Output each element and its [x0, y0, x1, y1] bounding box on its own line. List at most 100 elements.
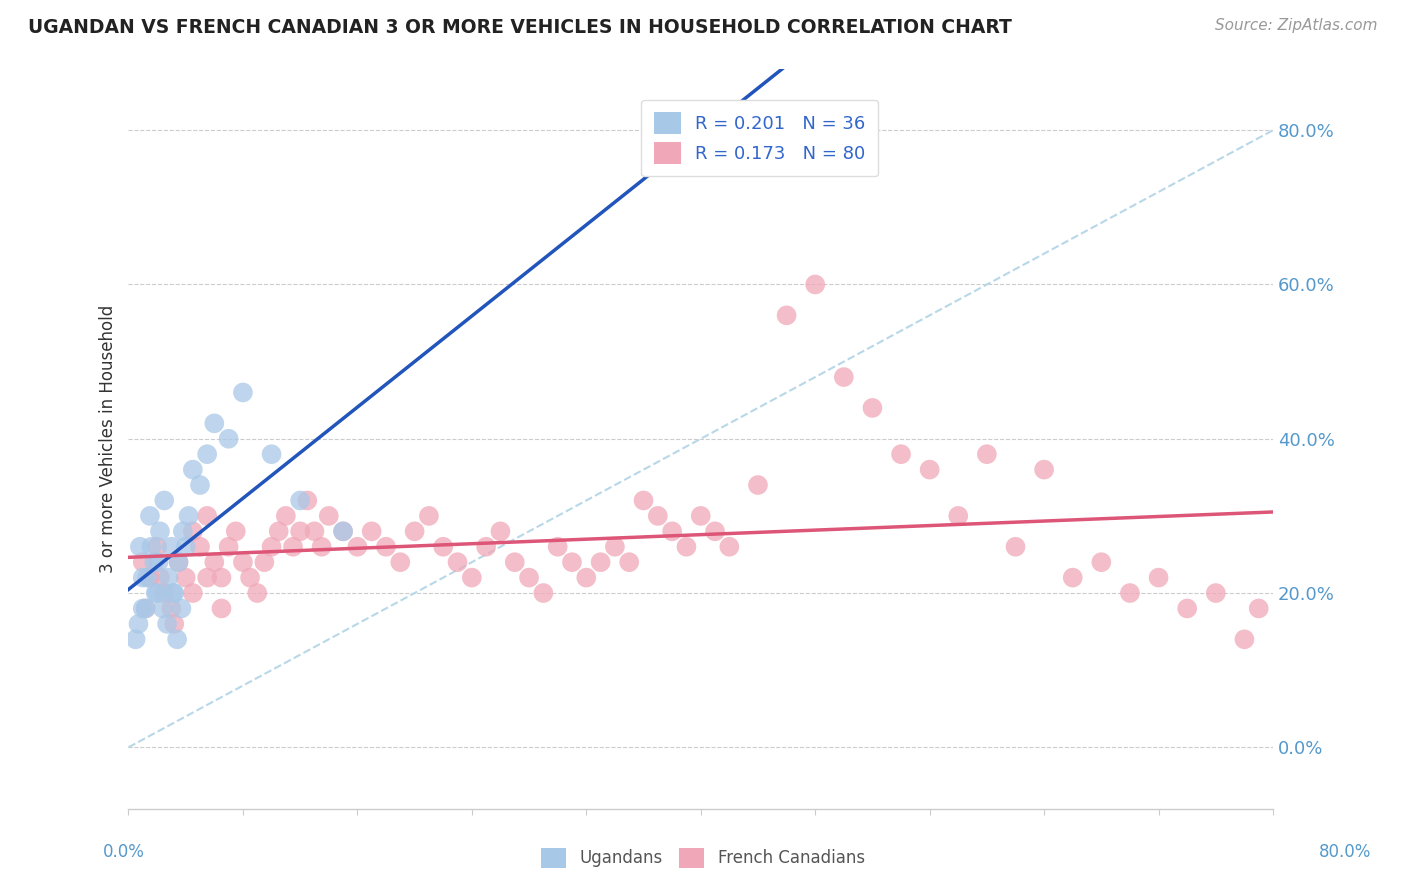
Point [418, 508, 440, 523]
Point [304, 524, 326, 539]
Point [775, 309, 797, 323]
Point [145, 586, 167, 600]
Point [177, 508, 200, 523]
Point [718, 540, 741, 554]
Point [311, 540, 333, 554]
Point [267, 524, 290, 539]
Point [260, 447, 283, 461]
Point [127, 616, 149, 631]
Point [517, 571, 540, 585]
Point [149, 571, 172, 585]
Legend: Ugandans, French Canadians: Ugandans, French Canadians [534, 841, 872, 875]
Point [589, 555, 612, 569]
Point [1247, 601, 1270, 615]
Point [274, 508, 297, 523]
Point [152, 601, 174, 615]
Point [218, 432, 240, 446]
Point [704, 524, 727, 539]
Point [160, 540, 183, 554]
Point [1062, 571, 1084, 585]
Point [1119, 586, 1142, 600]
Point [281, 540, 304, 554]
Point [603, 540, 626, 554]
Point [225, 524, 247, 539]
Point [948, 508, 970, 523]
Point [561, 555, 583, 569]
Point [619, 555, 641, 569]
Point [332, 524, 354, 539]
Point [172, 524, 194, 539]
Point [389, 555, 412, 569]
Point [156, 616, 179, 631]
Point [297, 493, 319, 508]
Point [647, 508, 669, 523]
Point [162, 586, 184, 600]
Point [976, 447, 998, 461]
Point [181, 524, 204, 539]
Point [181, 586, 204, 600]
Point [675, 540, 697, 554]
Text: 80.0%: 80.0% [1319, 843, 1371, 861]
Point [132, 571, 155, 585]
Point [489, 524, 512, 539]
Point [139, 571, 162, 585]
Point [346, 540, 368, 554]
Point [153, 586, 176, 600]
Point [332, 524, 354, 539]
Text: 0.0%: 0.0% [103, 843, 145, 861]
Point [132, 601, 155, 615]
Point [446, 555, 468, 569]
Legend: R = 0.201   N = 36, R = 0.173   N = 80: R = 0.201 N = 36, R = 0.173 N = 80 [641, 100, 879, 177]
Point [1175, 601, 1198, 615]
Point [862, 401, 884, 415]
Point [360, 524, 382, 539]
Point [1004, 540, 1026, 554]
Point [661, 524, 683, 539]
Y-axis label: 3 or more Vehicles in Household: 3 or more Vehicles in Household [100, 305, 117, 573]
Point [129, 540, 152, 554]
Point [139, 508, 162, 523]
Point [132, 555, 155, 569]
Point [375, 540, 398, 554]
Point [575, 571, 598, 585]
Point [832, 370, 855, 384]
Point [1033, 462, 1056, 476]
Point [195, 508, 218, 523]
Point [146, 540, 169, 554]
Point [163, 586, 186, 600]
Point [124, 632, 146, 647]
Point [918, 462, 941, 476]
Point [288, 524, 311, 539]
Point [1205, 586, 1227, 600]
Point [531, 586, 554, 600]
Point [174, 571, 197, 585]
Point [253, 555, 276, 569]
Point [804, 277, 827, 292]
Point [246, 586, 269, 600]
Point [160, 601, 183, 615]
Point [1090, 555, 1112, 569]
Point [163, 616, 186, 631]
Point [195, 571, 218, 585]
Point [135, 601, 157, 615]
Point [747, 478, 769, 492]
Point [143, 555, 166, 569]
Point [689, 508, 711, 523]
Point [318, 508, 340, 523]
Point [146, 586, 169, 600]
Point [170, 601, 193, 615]
Point [166, 632, 188, 647]
Text: Source: ZipAtlas.com: Source: ZipAtlas.com [1215, 18, 1378, 33]
Point [135, 601, 157, 615]
Point [167, 555, 190, 569]
Point [633, 493, 655, 508]
Point [202, 555, 225, 569]
Point [181, 462, 204, 476]
Point [503, 555, 526, 569]
Text: UGANDAN VS FRENCH CANADIAN 3 OR MORE VEHICLES IN HOUSEHOLD CORRELATION CHART: UGANDAN VS FRENCH CANADIAN 3 OR MORE VEH… [28, 18, 1012, 37]
Point [547, 540, 569, 554]
Point [1233, 632, 1256, 647]
Point [188, 540, 211, 554]
Point [174, 540, 197, 554]
Point [239, 571, 262, 585]
